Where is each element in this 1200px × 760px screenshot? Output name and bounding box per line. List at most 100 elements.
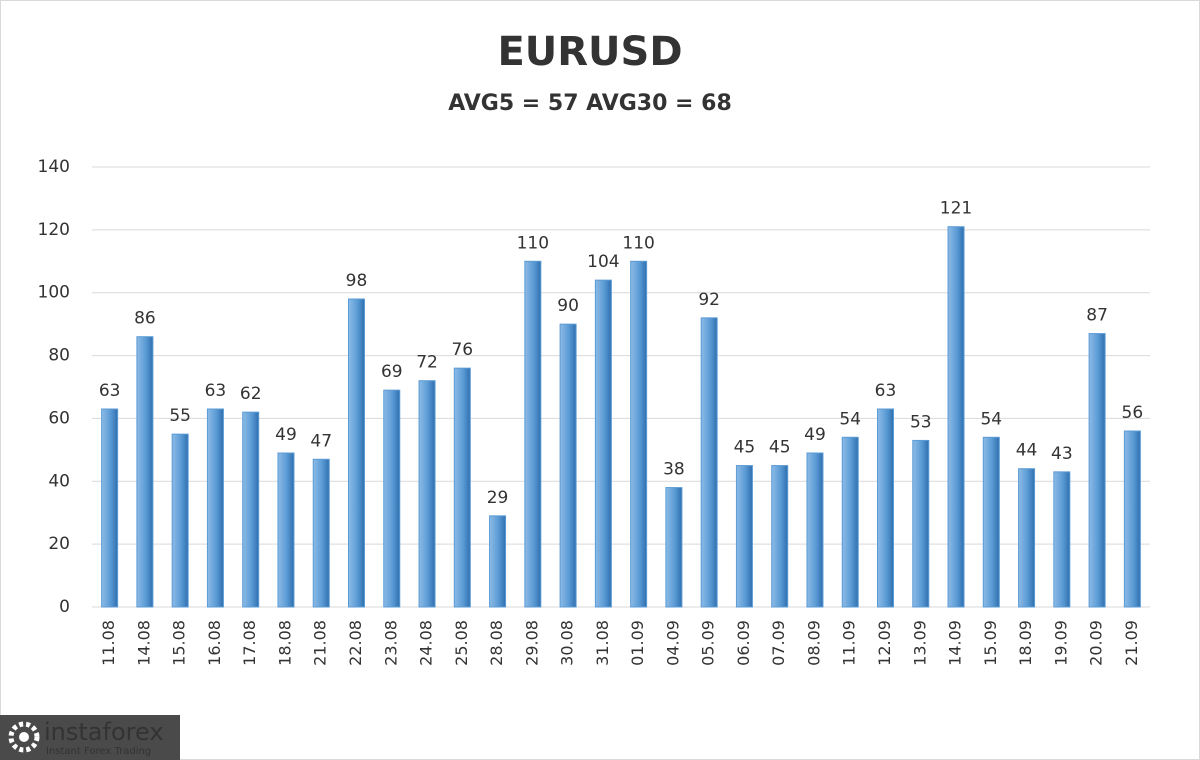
logo-background — [0, 715, 180, 760]
x-tick-label: 20.09 — [1087, 620, 1106, 666]
logo-tagline: Instant Forex Trading — [46, 746, 151, 757]
x-tick-label: 24.08 — [417, 620, 436, 666]
bar — [735, 465, 753, 608]
bar — [1088, 333, 1106, 608]
data-label: 62 — [240, 384, 262, 404]
y-tick-label: 120 — [38, 220, 70, 240]
bar — [489, 515, 507, 608]
data-label: 63 — [99, 381, 121, 401]
x-tick-label: 21.09 — [1122, 620, 1141, 666]
data-label: 45 — [734, 438, 756, 458]
bar — [630, 260, 648, 608]
x-tick-label: 22.08 — [346, 620, 365, 666]
data-label: 47 — [310, 431, 332, 451]
x-tick-label: 11.09 — [840, 620, 859, 666]
data-label: 53 — [910, 412, 932, 432]
x-tick-label: 08.09 — [804, 620, 823, 666]
data-label: 76 — [451, 340, 473, 360]
x-tick-label: 18.09 — [1016, 620, 1035, 666]
bar — [771, 465, 789, 608]
data-label: 110 — [517, 233, 549, 253]
x-tick-label: 13.09 — [910, 620, 929, 666]
data-label: 121 — [940, 199, 972, 219]
bar — [1018, 468, 1036, 608]
data-label: 86 — [134, 309, 156, 329]
x-tick-label: 01.09 — [628, 620, 647, 666]
x-tick-label: 23.08 — [381, 620, 400, 666]
x-tick-label: 14.09 — [946, 620, 965, 666]
bar — [206, 408, 224, 608]
bar — [841, 436, 859, 608]
bar — [524, 260, 542, 608]
x-tick-label: 28.08 — [487, 620, 506, 666]
logo-icon — [8, 721, 40, 753]
logo: instaforex Instant Forex Trading — [0, 715, 180, 760]
bar — [806, 452, 824, 608]
data-label: 55 — [169, 406, 191, 426]
data-label: 63 — [205, 381, 227, 401]
data-label: 49 — [804, 425, 826, 445]
data-label: 63 — [875, 381, 897, 401]
x-tick-label: 15.09 — [981, 620, 1000, 666]
bar — [418, 380, 436, 608]
bar — [312, 458, 330, 608]
bar — [1053, 471, 1071, 608]
bar — [700, 317, 718, 608]
data-label: 38 — [663, 460, 685, 480]
chart-title: EURUSD — [497, 29, 682, 75]
data-label: 54 — [839, 409, 861, 429]
data-label: 56 — [1122, 403, 1144, 423]
y-tick-label: 80 — [48, 346, 70, 366]
data-label: 87 — [1086, 306, 1108, 326]
data-label: 49 — [275, 425, 297, 445]
x-tick-label: 11.08 — [99, 620, 118, 666]
x-tick-label: 30.08 — [558, 620, 577, 666]
x-tick-label: 15.08 — [170, 620, 189, 666]
x-tick-label: 17.08 — [240, 620, 259, 666]
bar — [594, 279, 612, 608]
x-tick-label: 07.09 — [769, 620, 788, 666]
bar — [912, 439, 930, 608]
y-tick-label: 20 — [48, 534, 70, 554]
bar — [877, 408, 894, 608]
bar — [277, 452, 295, 608]
y-tick-label: 0 — [59, 597, 70, 617]
x-tick-label: 12.09 — [875, 620, 894, 666]
data-label: 90 — [557, 296, 579, 316]
chart-subtitle: AVG5 = 57 AVG30 = 68 — [448, 91, 732, 116]
y-tick-label: 140 — [38, 157, 70, 177]
data-label: 54 — [980, 409, 1002, 429]
bar — [242, 411, 260, 608]
data-label: 104 — [587, 252, 619, 272]
bar — [982, 436, 1000, 608]
data-label: 45 — [769, 438, 791, 458]
x-tick-label: 19.09 — [1051, 620, 1070, 666]
bar — [665, 487, 683, 608]
bar — [136, 336, 154, 608]
x-tick-label: 06.09 — [734, 620, 753, 666]
bar — [383, 389, 401, 608]
data-label: 43 — [1051, 444, 1073, 464]
data-label: 69 — [381, 362, 403, 382]
x-tick-label: 16.08 — [205, 620, 224, 666]
x-tick-label: 31.08 — [593, 620, 612, 666]
x-tick-label: 25.08 — [452, 620, 471, 666]
x-tick-label: 14.08 — [134, 620, 153, 666]
x-tick-label: 18.08 — [275, 620, 294, 666]
logo-icon-center — [19, 732, 29, 742]
bar — [559, 323, 577, 608]
bar — [171, 433, 189, 608]
bar — [453, 367, 471, 608]
bar — [101, 408, 119, 608]
y-tick-label: 40 — [48, 471, 70, 491]
data-label: 110 — [622, 233, 654, 253]
x-tick-label: 05.09 — [699, 620, 718, 666]
bar — [348, 298, 365, 608]
y-tick-label: 60 — [48, 408, 70, 428]
y-tick-label: 100 — [38, 283, 70, 303]
bar — [1123, 430, 1141, 608]
x-tick-label: 21.08 — [311, 620, 330, 666]
data-label: 44 — [1016, 441, 1038, 461]
data-label: 92 — [698, 290, 720, 310]
